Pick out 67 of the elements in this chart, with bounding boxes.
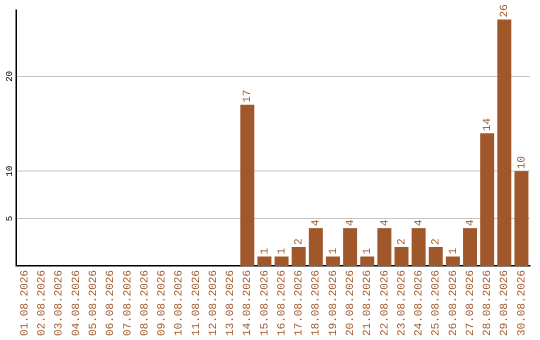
- x-tick-label: 28.08.2026: [482, 270, 494, 336]
- bar: [360, 256, 374, 266]
- data-label: 14: [482, 118, 494, 132]
- bar: [274, 256, 289, 266]
- data-label: 4: [345, 219, 358, 226]
- data-label: 2: [396, 238, 408, 246]
- x-tick-label: 09.08.2026: [156, 270, 169, 336]
- data-label: 1: [276, 248, 288, 255]
- x-tick-label: 10.08.2026: [174, 270, 186, 336]
- x-tick-label: 22.08.2026: [379, 270, 392, 336]
- x-tick-label: 21.08.2026: [362, 270, 374, 336]
- bar: [308, 228, 323, 266]
- x-tick-label: 29.08.2026: [499, 270, 512, 336]
- bar: [412, 228, 426, 266]
- bar: [326, 256, 340, 266]
- x-tick-label: 08.08.2026: [139, 270, 152, 336]
- x-tick-label: 19.08.2026: [328, 270, 340, 336]
- bar: [497, 19, 512, 266]
- x-tick-label: 11.08.2026: [190, 270, 203, 336]
- x-tick-label: 05.08.2026: [88, 270, 100, 336]
- data-label: 4: [464, 219, 477, 226]
- x-tick-label: 20.08.2026: [345, 270, 358, 336]
- y-tick-label: 10: [4, 166, 15, 177]
- x-tick-label: 02.08.2026: [36, 270, 49, 336]
- data-label: 4: [414, 219, 426, 226]
- data-label: 1: [362, 248, 374, 255]
- x-tick-label: 17.08.2026: [294, 270, 306, 336]
- bar: [428, 247, 443, 266]
- x-tick-label: 23.08.2026: [396, 270, 408, 336]
- x-tick-label: 18.08.2026: [310, 270, 323, 336]
- x-tick-label: 15.08.2026: [259, 270, 272, 336]
- data-label: 1: [259, 248, 272, 255]
- bar: [343, 228, 358, 266]
- x-tick-label: 12.08.2026: [208, 270, 220, 336]
- x-tick-label: 25.08.2026: [430, 270, 443, 336]
- x-tick-label: 03.08.2026: [54, 270, 66, 336]
- x-tick-label: 04.08.2026: [70, 270, 83, 336]
- data-label: 26: [499, 4, 512, 18]
- x-tick-label: 27.08.2026: [464, 270, 477, 336]
- bar: [463, 228, 478, 266]
- x-tick-label: 24.08.2026: [414, 270, 426, 336]
- x-tick-label: 26.08.2026: [448, 270, 460, 336]
- x-tick-label: 06.08.2026: [105, 270, 118, 336]
- bar: [377, 228, 392, 266]
- bar: [240, 104, 254, 266]
- bar: [394, 247, 408, 266]
- x-tick-label: 16.08.2026: [276, 270, 288, 336]
- y-tick-label: 20: [4, 70, 15, 82]
- x-tick-label: 13.08.2026: [225, 270, 238, 336]
- bar: [292, 247, 306, 266]
- x-tick-label: 14.08.2026: [242, 270, 254, 336]
- data-label: 1: [328, 248, 340, 255]
- bar: [514, 171, 528, 266]
- data-label: 1: [448, 248, 460, 255]
- data-label: 4: [379, 219, 392, 226]
- bar: [446, 256, 460, 266]
- x-tick-label: 30.08.2026: [516, 270, 528, 336]
- bar: [257, 256, 272, 266]
- data-label: 17: [242, 90, 254, 103]
- data-label: 2: [294, 238, 306, 246]
- data-label: 4: [310, 219, 323, 226]
- x-tick-label: 01.08.2026: [19, 270, 32, 336]
- x-tick-label: 07.08.2026: [122, 270, 134, 336]
- data-label: 2: [430, 238, 443, 246]
- y-tick-label: 5: [4, 216, 15, 222]
- bar: [480, 133, 494, 266]
- data-label: 10: [516, 156, 528, 170]
